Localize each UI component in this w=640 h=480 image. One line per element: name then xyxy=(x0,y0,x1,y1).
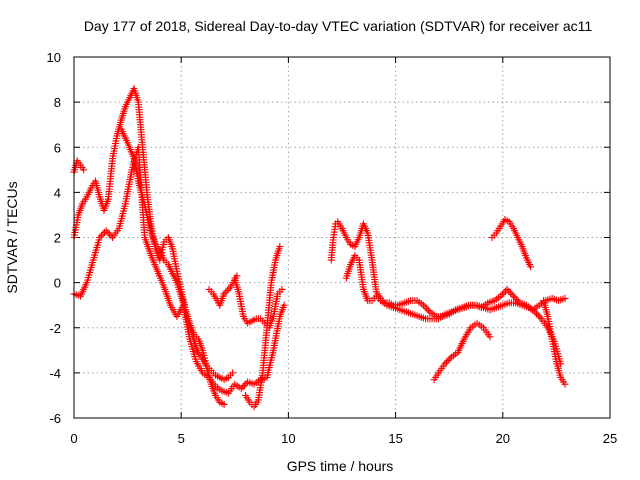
series-trace-c xyxy=(70,157,88,176)
series-trace-a xyxy=(70,143,288,397)
y-tick-label: -4 xyxy=(49,366,61,381)
x-tick-label: 5 xyxy=(178,431,185,446)
series-trace-l xyxy=(540,297,569,388)
y-tick-label: 10 xyxy=(47,50,61,65)
y-tick-label: -6 xyxy=(49,411,61,426)
tick-labels: 0 5 10 15 20 25 -6 -4 -2 0 2 4 6 8 10 xyxy=(47,50,618,446)
x-tick-label: 10 xyxy=(281,431,295,446)
y-tick-label: 6 xyxy=(54,140,61,155)
series-trace-h xyxy=(327,218,569,320)
series-trace-j xyxy=(430,319,494,384)
y-tick-label: 0 xyxy=(54,276,61,291)
series-trace-d xyxy=(117,125,237,384)
y-axis-title: SDTVAR / TECUs xyxy=(4,181,20,293)
plot-frame xyxy=(73,56,611,419)
x-tick-label: 20 xyxy=(496,431,510,446)
x-axis-title: GPS time / hours xyxy=(287,458,394,474)
series-trace-f xyxy=(242,243,284,411)
y-tick-label: -2 xyxy=(49,321,61,336)
y-tick-label: 4 xyxy=(54,185,61,200)
series-trace-i xyxy=(342,252,565,368)
data-points xyxy=(70,85,569,411)
chart-title: Day 177 of 2018, Sidereal Day-to-day VTE… xyxy=(84,18,593,34)
x-tick-label: 15 xyxy=(388,431,402,446)
series-trace-g xyxy=(205,272,241,309)
x-tick-label: 0 xyxy=(70,431,77,446)
series-trace-k xyxy=(488,215,535,271)
x-tick-label: 25 xyxy=(603,431,617,446)
y-tick-label: 8 xyxy=(54,95,61,110)
y-tick-label: 2 xyxy=(54,231,61,246)
